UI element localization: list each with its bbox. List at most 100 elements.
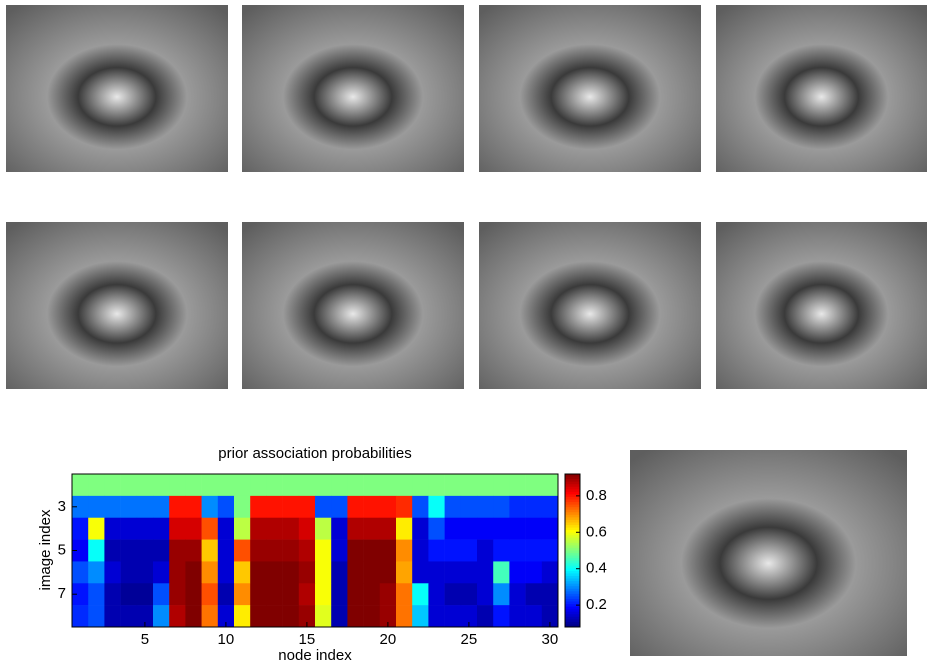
heatmap-cell — [396, 474, 413, 496]
heatmap-cell — [153, 561, 170, 583]
heatmap-cell — [283, 496, 300, 518]
heatmap-cell — [283, 474, 300, 496]
heatmap-cell — [169, 496, 186, 518]
heatmap-cell — [380, 540, 397, 562]
colorbar-tick-label: 0.8 — [586, 487, 607, 504]
heatmap-cell — [493, 496, 510, 518]
heatmap-cell — [283, 583, 300, 605]
heatmap-cell — [477, 496, 494, 518]
heatmap-cell — [364, 496, 381, 518]
heatmap-cell — [380, 561, 397, 583]
heatmap-cell — [331, 583, 348, 605]
heatmap-cell — [153, 540, 170, 562]
heatmap-cell — [72, 561, 89, 583]
photo — [6, 222, 228, 389]
heatmap-cell — [461, 518, 478, 540]
heatmap-cell — [412, 496, 429, 518]
heatmap-cell — [88, 583, 105, 605]
heatmap-cell — [169, 540, 186, 562]
heatmap-cell — [218, 518, 235, 540]
heatmap-cell — [509, 583, 526, 605]
heatmap-cell — [509, 496, 526, 518]
heatmap-cell — [493, 518, 510, 540]
heatmap-cell — [137, 518, 154, 540]
heatmap-cell — [526, 474, 543, 496]
heatmap-cell — [445, 496, 462, 518]
colorbar-tick-label: 0.6 — [586, 523, 607, 540]
heatmap-cell — [88, 561, 105, 583]
heatmap-cell — [202, 496, 219, 518]
heatmap-cell — [396, 540, 413, 562]
heatmap-cell — [542, 583, 559, 605]
heatmap-cell — [283, 561, 300, 583]
heatmap-cell — [461, 540, 478, 562]
heatmap-cell — [234, 518, 251, 540]
heatmap-cell — [364, 518, 381, 540]
heatmap-cell — [347, 561, 364, 583]
heatmap-cell — [493, 605, 510, 627]
heatmap-cell — [509, 561, 526, 583]
heatmap-cell — [121, 583, 138, 605]
heatmap-cell — [331, 561, 348, 583]
heatmap-cell — [137, 496, 154, 518]
heatmap-cell — [364, 474, 381, 496]
heatmap-cell — [185, 561, 202, 583]
heatmap-cell — [266, 496, 283, 518]
heatmap-cell — [347, 540, 364, 562]
colorbar-tick-label: 0.4 — [586, 560, 607, 577]
heatmap-cell — [121, 605, 138, 627]
heatmap-cell — [121, 518, 138, 540]
heatmap-cell — [509, 518, 526, 540]
heatmap-cell — [396, 583, 413, 605]
heatmap-cell — [412, 605, 429, 627]
photo — [479, 222, 701, 389]
heatmap-cell — [250, 583, 267, 605]
heatmap-cell — [88, 540, 105, 562]
heatmap-cell — [461, 474, 478, 496]
heatmap-cell — [299, 540, 316, 562]
heatmap-cell — [266, 540, 283, 562]
heatmap-cell — [250, 605, 267, 627]
y-tick-label: 5 — [58, 541, 66, 558]
heatmap-cell — [428, 605, 445, 627]
heatmap-cell — [477, 605, 494, 627]
heatmap-cell — [526, 561, 543, 583]
photo — [716, 222, 927, 389]
x-tick-label: 30 — [542, 631, 559, 648]
heatmap-cell — [234, 496, 251, 518]
heatmap-cell — [445, 583, 462, 605]
heatmap-cell — [153, 605, 170, 627]
heatmap-cell — [380, 474, 397, 496]
heatmap-cell — [396, 561, 413, 583]
heatmap-cell — [428, 474, 445, 496]
photo — [6, 5, 228, 172]
heatmap-cell — [266, 474, 283, 496]
heatmap-cell — [445, 474, 462, 496]
heatmap-cell — [445, 561, 462, 583]
heatmap-cell — [445, 540, 462, 562]
heatmap-cell — [331, 518, 348, 540]
figure: prior association probabilities node ind… — [0, 0, 930, 664]
heatmap-cell — [104, 540, 121, 562]
heatmap-cell — [218, 496, 235, 518]
x-tick-label: 10 — [218, 631, 235, 648]
heatmap-cell — [364, 605, 381, 627]
heatmap-cell — [266, 605, 283, 627]
heatmap-cell — [412, 474, 429, 496]
photo — [479, 5, 701, 172]
heatmap-cell — [412, 540, 429, 562]
heatmap-cell — [461, 496, 478, 518]
heatmap-cell — [121, 474, 138, 496]
heatmap-cell — [380, 518, 397, 540]
heatmap-cell — [185, 518, 202, 540]
heatmap-cell — [283, 518, 300, 540]
heatmap-cell — [202, 474, 219, 496]
x-tick-label: 5 — [141, 631, 149, 648]
colorbar-tick-label: 0.2 — [586, 596, 607, 613]
heatmap-cell — [428, 583, 445, 605]
heatmap-cell — [153, 518, 170, 540]
heatmap-cell — [396, 518, 413, 540]
heatmap-cell — [169, 518, 186, 540]
heatmap-cell — [347, 474, 364, 496]
photo — [716, 5, 927, 172]
